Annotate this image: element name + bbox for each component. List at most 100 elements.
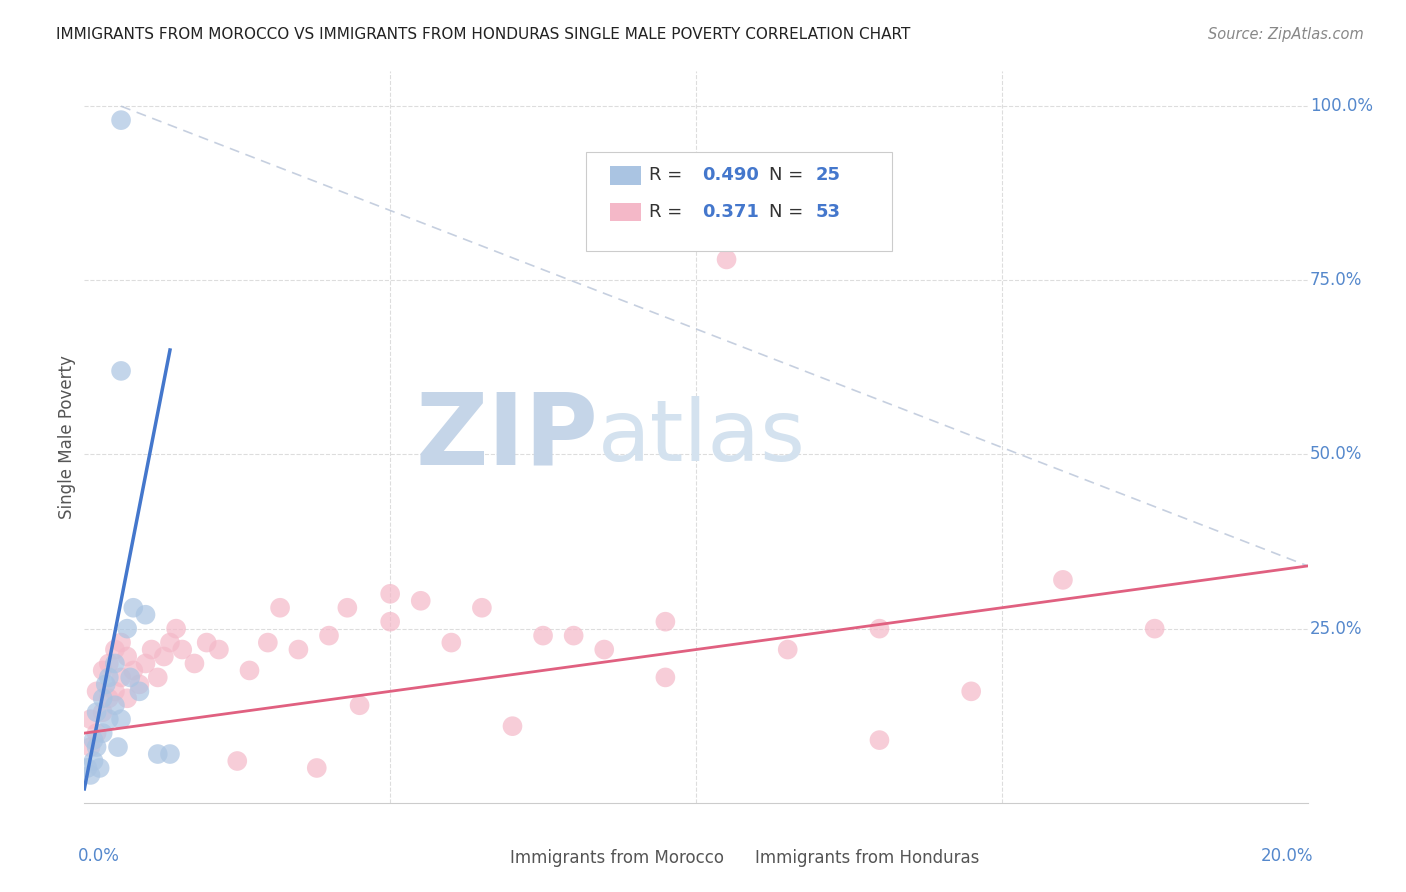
Point [1143,622,1166,636]
Point [153,649,176,664]
Point [86,705,108,719]
Point [172,642,194,657]
Text: N =: N = [769,166,810,185]
FancyBboxPatch shape [475,850,503,866]
Point [409,594,432,608]
Point [159,747,181,761]
Point [110,712,132,726]
Point [104,657,127,671]
Y-axis label: Single Male Poverty: Single Male Poverty [58,355,76,519]
Point [471,600,494,615]
Point [115,622,138,636]
Point [86,684,108,698]
Point [97,657,120,671]
Point [960,684,983,698]
Text: IMMIGRANTS FROM MOROCCO VS IMMIGRANTS FROM HONDURAS SINGLE MALE POVERTY CORRELAT: IMMIGRANTS FROM MOROCCO VS IMMIGRANTS FR… [56,27,911,42]
Point [104,698,127,713]
Point [141,642,163,657]
Point [336,600,359,615]
Point [318,629,340,643]
Point [107,740,129,755]
Point [226,754,249,768]
Point [654,670,676,684]
Text: 100.0%: 100.0% [1310,97,1374,115]
Point [380,587,402,601]
Point [91,705,114,719]
Point [305,761,328,775]
Text: 53: 53 [815,202,841,221]
Point [502,719,524,733]
Point [269,600,291,615]
Point [115,649,138,664]
Point [440,635,463,649]
Point [91,691,114,706]
Point [83,754,105,768]
Point [159,635,181,649]
Text: Immigrants from Honduras: Immigrants from Honduras [755,848,979,867]
Point [716,252,738,267]
Text: 0.371: 0.371 [702,202,759,221]
Point [165,622,187,636]
Text: 20.0%: 20.0% [1261,847,1313,864]
FancyBboxPatch shape [610,167,641,185]
Point [146,670,169,684]
Point [869,622,891,636]
Point [104,684,127,698]
Point [122,600,145,615]
Point [287,642,309,657]
Text: ZIP: ZIP [415,389,598,485]
Text: N =: N = [769,202,810,221]
Point [120,670,142,684]
Point [146,747,169,761]
Point [91,726,114,740]
Text: 50.0%: 50.0% [1310,445,1362,464]
Point [76,761,98,775]
Point [531,629,554,643]
Point [122,664,145,678]
Point [110,635,132,649]
Point [104,642,127,657]
Point [208,642,231,657]
Point [79,712,101,726]
Point [135,657,157,671]
FancyBboxPatch shape [610,203,641,221]
Point [869,733,891,747]
FancyBboxPatch shape [720,850,748,866]
Point [110,364,132,378]
Point [94,677,117,691]
Text: atlas: atlas [598,395,806,479]
Point [86,726,108,740]
Point [380,615,402,629]
Point [183,657,205,671]
Text: 0.490: 0.490 [702,166,759,185]
Point [86,740,108,755]
Text: R =: R = [650,166,689,185]
Point [97,712,120,726]
Point [79,768,101,782]
Point [89,761,111,775]
Point [97,691,120,706]
Point [79,740,101,755]
FancyBboxPatch shape [586,152,891,251]
Point [128,677,150,691]
Text: Source: ZipAtlas.com: Source: ZipAtlas.com [1208,27,1364,42]
Point [776,642,799,657]
Point [562,629,585,643]
Point [349,698,371,713]
Text: Immigrants from Morocco: Immigrants from Morocco [510,848,724,867]
Text: 75.0%: 75.0% [1310,271,1362,289]
Point [115,691,138,706]
Point [593,642,616,657]
Point [257,635,280,649]
Point [195,635,218,649]
Text: 0.0%: 0.0% [79,847,120,864]
Point [1052,573,1074,587]
Point [654,615,676,629]
Point [238,664,260,678]
Point [91,664,114,678]
Text: R =: R = [650,202,695,221]
Point [128,684,150,698]
Text: 25: 25 [815,166,841,185]
Point [110,113,132,128]
Point [135,607,157,622]
